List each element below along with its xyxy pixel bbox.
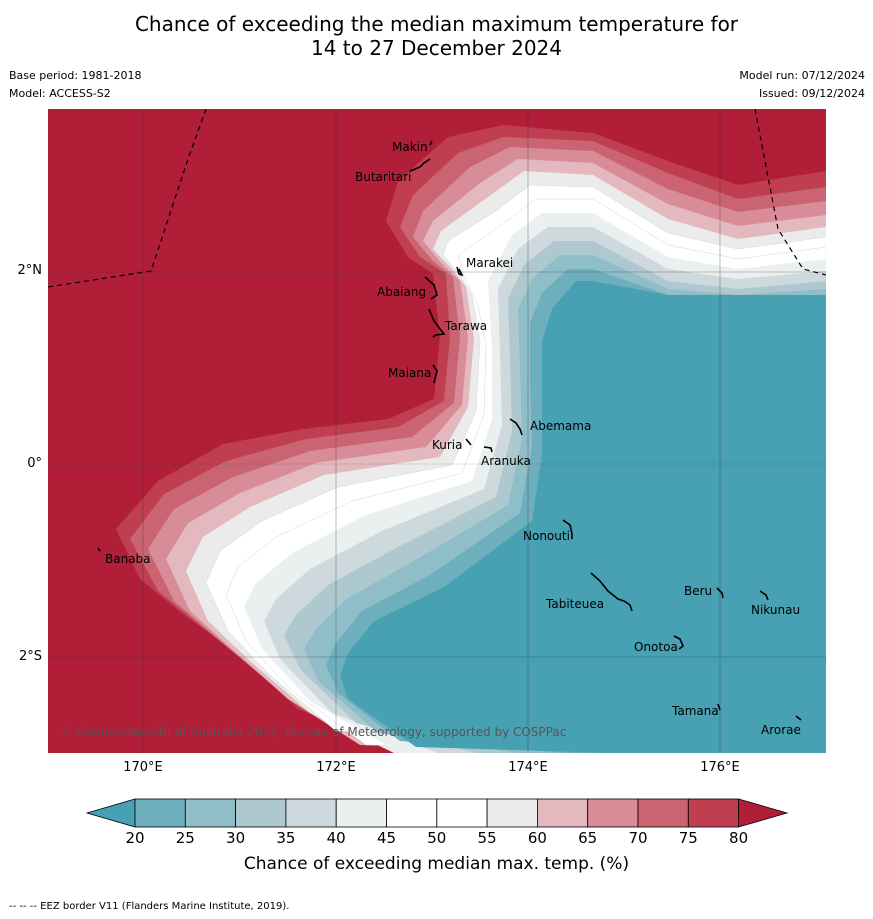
- model-name: Model: ACCESS-S2: [9, 87, 111, 100]
- colorbar-segment-30-35: [235, 798, 287, 828]
- colorbar-tick-40: 40: [326, 829, 346, 847]
- issued-date: Issued: 09/12/2024: [758, 87, 865, 100]
- colorbar-segment-60-65: [536, 798, 589, 828]
- label-arorae: Arorae: [761, 723, 801, 737]
- aranuka-island: [483, 446, 493, 453]
- meta-right: Model run: 07/12/2024 Issued: 09/12/2024: [739, 67, 865, 103]
- arorae-island: [795, 715, 802, 721]
- marakei-island: [456, 266, 464, 277]
- colorbar-tick-75: 75: [678, 829, 698, 847]
- colorbar-title: Chance of exceeding median max. temp. (%…: [243, 854, 630, 874]
- lon-label-176: 176°E: [700, 760, 740, 775]
- maiana-island: [432, 364, 438, 384]
- lon-label-170: 170°E: [123, 760, 163, 775]
- label-tamana: Tamana: [671, 704, 719, 718]
- colorbar-tick-80: 80: [729, 829, 749, 847]
- label-abaiang: Abaiang: [377, 285, 426, 299]
- label-banaba: Banaba: [105, 552, 151, 566]
- colorbar-segment-55-60: [486, 798, 538, 828]
- colorbar: [85, 798, 789, 830]
- prob-band-13: [340, 281, 826, 753]
- colorbar-tick-35: 35: [276, 829, 296, 847]
- banaba-island: [97, 547, 101, 552]
- graticule: [48, 109, 826, 753]
- title-line-1: Chance of exceeding the median maximum t…: [134, 12, 739, 36]
- eez-border-west: [48, 109, 207, 288]
- beru-island: [716, 587, 724, 599]
- colorbar-segment-70-75: [637, 798, 689, 828]
- colorbar-segment-75-80: [687, 798, 739, 828]
- label-abemama: Abemama: [530, 419, 591, 433]
- label-nikunau: Nikunau: [751, 603, 800, 617]
- label-tabiteuea: Tabiteuea: [545, 597, 604, 611]
- tarawa-island: [428, 308, 446, 338]
- lon-label-174: 174°E: [508, 760, 548, 775]
- map-svg: Makin Butaritari Marakei Abaiang Tarawa …: [48, 109, 826, 753]
- nonouti-island: [562, 519, 573, 539]
- colorbar-tick-60: 60: [527, 829, 547, 847]
- lon-label-172: 172°E: [316, 760, 356, 775]
- colorbar-segment-40-45: [335, 798, 387, 828]
- copyright-text: © Commonwealth of Australia 2024, Bureau…: [61, 725, 566, 739]
- lat-label-2s: 2°S: [18, 649, 42, 664]
- colorbar-segment-50-55: [436, 798, 488, 828]
- colorbar-tick-70: 70: [628, 829, 648, 847]
- label-tarawa: Tarawa: [444, 319, 487, 333]
- tamana-island: [717, 703, 721, 711]
- chart-title: Chance of exceeding the median maximum t…: [0, 12, 873, 60]
- label-beru: Beru: [684, 584, 712, 598]
- model-run: Model run: 07/12/2024: [739, 69, 865, 82]
- base-period: Base period: 1981-2018: [9, 69, 142, 82]
- nikunau-island: [759, 590, 769, 601]
- probability-bands: [48, 109, 826, 753]
- colorbar-tick-30: 30: [226, 829, 246, 847]
- footer-note: -- -- -- EEZ border V11 (Flanders Marine…: [9, 901, 290, 912]
- lat-label-2n: 2°N: [17, 263, 43, 278]
- island-labels: Makin Butaritari Marakei Abaiang Tarawa …: [105, 140, 801, 737]
- kuria-island: [465, 438, 472, 446]
- meta-left: Base period: 1981-2018 Model: ACCESS-S2: [9, 67, 141, 103]
- label-makin: Makin: [392, 140, 428, 154]
- makin-island: [429, 140, 433, 146]
- islands: [97, 140, 802, 721]
- colorbar-extend-high: [738, 798, 789, 828]
- lat-label-0: 0°: [27, 456, 42, 471]
- butaritari-island: [409, 158, 431, 172]
- colorbar-tick-45: 45: [376, 829, 397, 847]
- label-maiana: Maiana: [388, 366, 431, 380]
- colorbar-segment-65-70: [587, 798, 639, 828]
- label-marakei: Marakei: [466, 256, 513, 270]
- label-nonouti: Nonouti: [523, 529, 570, 543]
- abaiang-island: [424, 276, 438, 300]
- eez-border: [48, 109, 826, 288]
- map-panel: Makin Butaritari Marakei Abaiang Tarawa …: [48, 109, 826, 753]
- colorbar-tick-55: 55: [477, 829, 497, 847]
- tabiteuea-island: [590, 572, 633, 612]
- colorbar-segment-45-50: [386, 798, 438, 828]
- colorbar-tick-65: 65: [578, 829, 598, 847]
- colorbar-tick-25: 25: [175, 829, 195, 847]
- label-aranuka: Aranuka: [481, 454, 531, 468]
- colorbar-segment-35-40: [285, 798, 337, 828]
- eez-border-east: [754, 109, 826, 276]
- colorbar-segment-20-25: [134, 798, 186, 828]
- title-line-2: 14 to 27 December 2024: [310, 36, 562, 60]
- colorbar-segment-25-30: [184, 798, 237, 828]
- label-butaritari: Butaritari: [355, 170, 412, 184]
- onotoa-island: [673, 635, 684, 650]
- colorbar-extend-low: [85, 798, 136, 828]
- colorbar-tick-50: 50: [427, 829, 447, 847]
- abemama-island: [509, 418, 523, 436]
- colorbar-tick-20: 20: [125, 829, 145, 847]
- label-kuria: Kuria: [432, 438, 463, 452]
- colorbar-svg: [85, 798, 789, 828]
- label-onotoa: Onotoa: [634, 640, 678, 654]
